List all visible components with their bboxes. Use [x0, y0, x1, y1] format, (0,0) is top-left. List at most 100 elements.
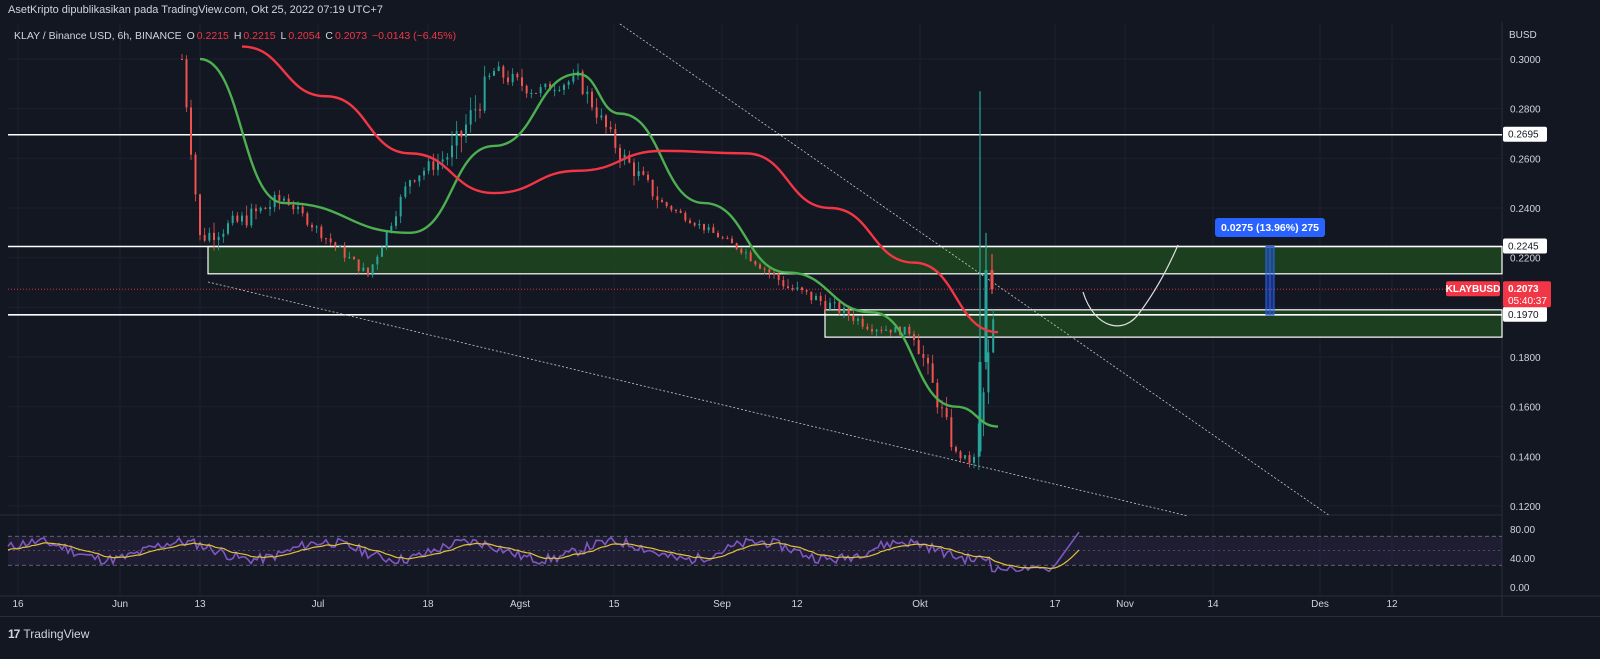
- candle-body: [875, 329, 878, 332]
- candle-body: [805, 290, 808, 292]
- candle-body: [735, 243, 738, 249]
- candle-body: [586, 91, 589, 94]
- candle-body: [698, 223, 701, 226]
- candle-body: [990, 270, 994, 290]
- candle-body: [301, 206, 304, 214]
- candle-body: [693, 223, 696, 226]
- candle-body: [423, 170, 425, 176]
- candle-body: [675, 209, 677, 211]
- candle-body: [973, 456, 975, 463]
- candle-body: [409, 180, 411, 187]
- candle-body: [227, 223, 229, 234]
- candle-body: [353, 256, 355, 260]
- candle-body: [782, 280, 785, 287]
- candle-body: [488, 75, 491, 77]
- candle-body: [745, 252, 747, 254]
- symbol-legend: KLAY / Binance USD, 6h, BINANCE O 0.2215 …: [14, 30, 458, 42]
- candle-body: [861, 318, 864, 327]
- candle-body: [217, 236, 220, 241]
- time-tick-label: 17: [1049, 599, 1061, 610]
- ema-fast-line: [199, 57, 999, 428]
- brand-name: TradingView: [23, 627, 90, 641]
- candle-body: [413, 180, 416, 182]
- candle-body: [208, 232, 211, 241]
- candle-body: [815, 295, 817, 301]
- candle-body: [838, 302, 841, 313]
- change-value: −0.0143 (−6.45%): [372, 30, 457, 42]
- candle-body: [558, 89, 561, 91]
- candle-body: [619, 147, 621, 160]
- candle-body: [945, 407, 948, 418]
- candle-body: [927, 357, 929, 364]
- candle-body: [903, 326, 906, 335]
- candle-body: [250, 208, 253, 226]
- candle-body: [181, 59, 183, 60]
- time-tick-label: 15: [608, 599, 620, 610]
- candle-body: [959, 451, 962, 459]
- candle-body: [203, 234, 206, 241]
- candle-body: [283, 198, 285, 201]
- candle-body: [642, 171, 645, 175]
- candle-body: [385, 230, 388, 248]
- time-tick-label: 12: [791, 599, 803, 610]
- candle-body: [241, 215, 243, 222]
- candle-body: [871, 329, 873, 332]
- candle-body: [941, 407, 943, 409]
- candle-body: [483, 76, 486, 111]
- candle-body: [502, 66, 505, 78]
- tradingview-brand[interactable]: 17 TradingView: [8, 627, 89, 641]
- candle-body: [819, 295, 822, 302]
- time-tick-label: Nov: [1116, 599, 1134, 610]
- currency-label: BUSD: [1509, 30, 1537, 41]
- candle-body: [595, 107, 598, 118]
- footer: 17 TradingView: [0, 616, 1600, 659]
- time-tick-label: 13: [194, 599, 206, 610]
- open-label: O: [186, 30, 195, 42]
- candle-body: [255, 208, 257, 212]
- candle-body: [465, 124, 467, 137]
- projection-curve: [1082, 244, 1179, 327]
- candle-body: [712, 227, 715, 233]
- candle-body: [987, 352, 990, 393]
- candle-body: [376, 256, 379, 265]
- candle-body: [455, 131, 458, 146]
- candle-body: [222, 233, 225, 237]
- candle-body: [269, 207, 271, 209]
- candle-body: [623, 154, 626, 160]
- candle-body: [278, 194, 281, 201]
- measure-label: 0.0275 (13.96%) 275: [1221, 222, 1319, 234]
- candle-body: [824, 301, 827, 310]
- level-tag-mid: 0.2245: [1508, 241, 1539, 252]
- candle-body: [535, 92, 537, 94]
- candle-body: [367, 267, 369, 276]
- publish-info: AsetKripto dipublikasikan pada TradingVi…: [8, 4, 383, 16]
- candle-body: [777, 273, 780, 281]
- candle-body: [245, 215, 248, 226]
- candle-body: [633, 162, 635, 177]
- open-value: 0.2215: [196, 30, 229, 42]
- candle-body: [553, 90, 556, 92]
- time-tick-label: 14: [1207, 599, 1219, 610]
- candle-body: [749, 252, 752, 262]
- candle-body: [703, 223, 705, 231]
- candle-body: [329, 238, 332, 243]
- candle-body: [264, 207, 267, 209]
- level-tag-upper-box: [1503, 126, 1547, 142]
- time-tick-label: Agst: [510, 599, 530, 610]
- candle-body: [931, 363, 934, 383]
- low-label: L: [280, 30, 287, 42]
- symbol-name: KLAY / Binance USD, 6h, BINANCE: [14, 30, 182, 42]
- candle-body: [334, 242, 337, 247]
- level-tag-upper: 0.2695: [1508, 130, 1539, 141]
- candle-body: [591, 91, 593, 108]
- candle-body: [530, 92, 533, 94]
- candle-body: [908, 326, 911, 334]
- candle-body: [726, 238, 729, 240]
- candle-body: [343, 246, 346, 258]
- tradingview-logo-icon: 17: [8, 627, 20, 641]
- candle-body: [796, 287, 799, 290]
- price-chart[interactable]: 0.0275 (13.96%) 275 0.3000 0.2800 0.2600 0.2…: [0, 0, 1600, 616]
- rsi-tick-label: 40.00: [1510, 554, 1535, 565]
- candle-body: [567, 81, 570, 85]
- candle-body: [880, 329, 883, 331]
